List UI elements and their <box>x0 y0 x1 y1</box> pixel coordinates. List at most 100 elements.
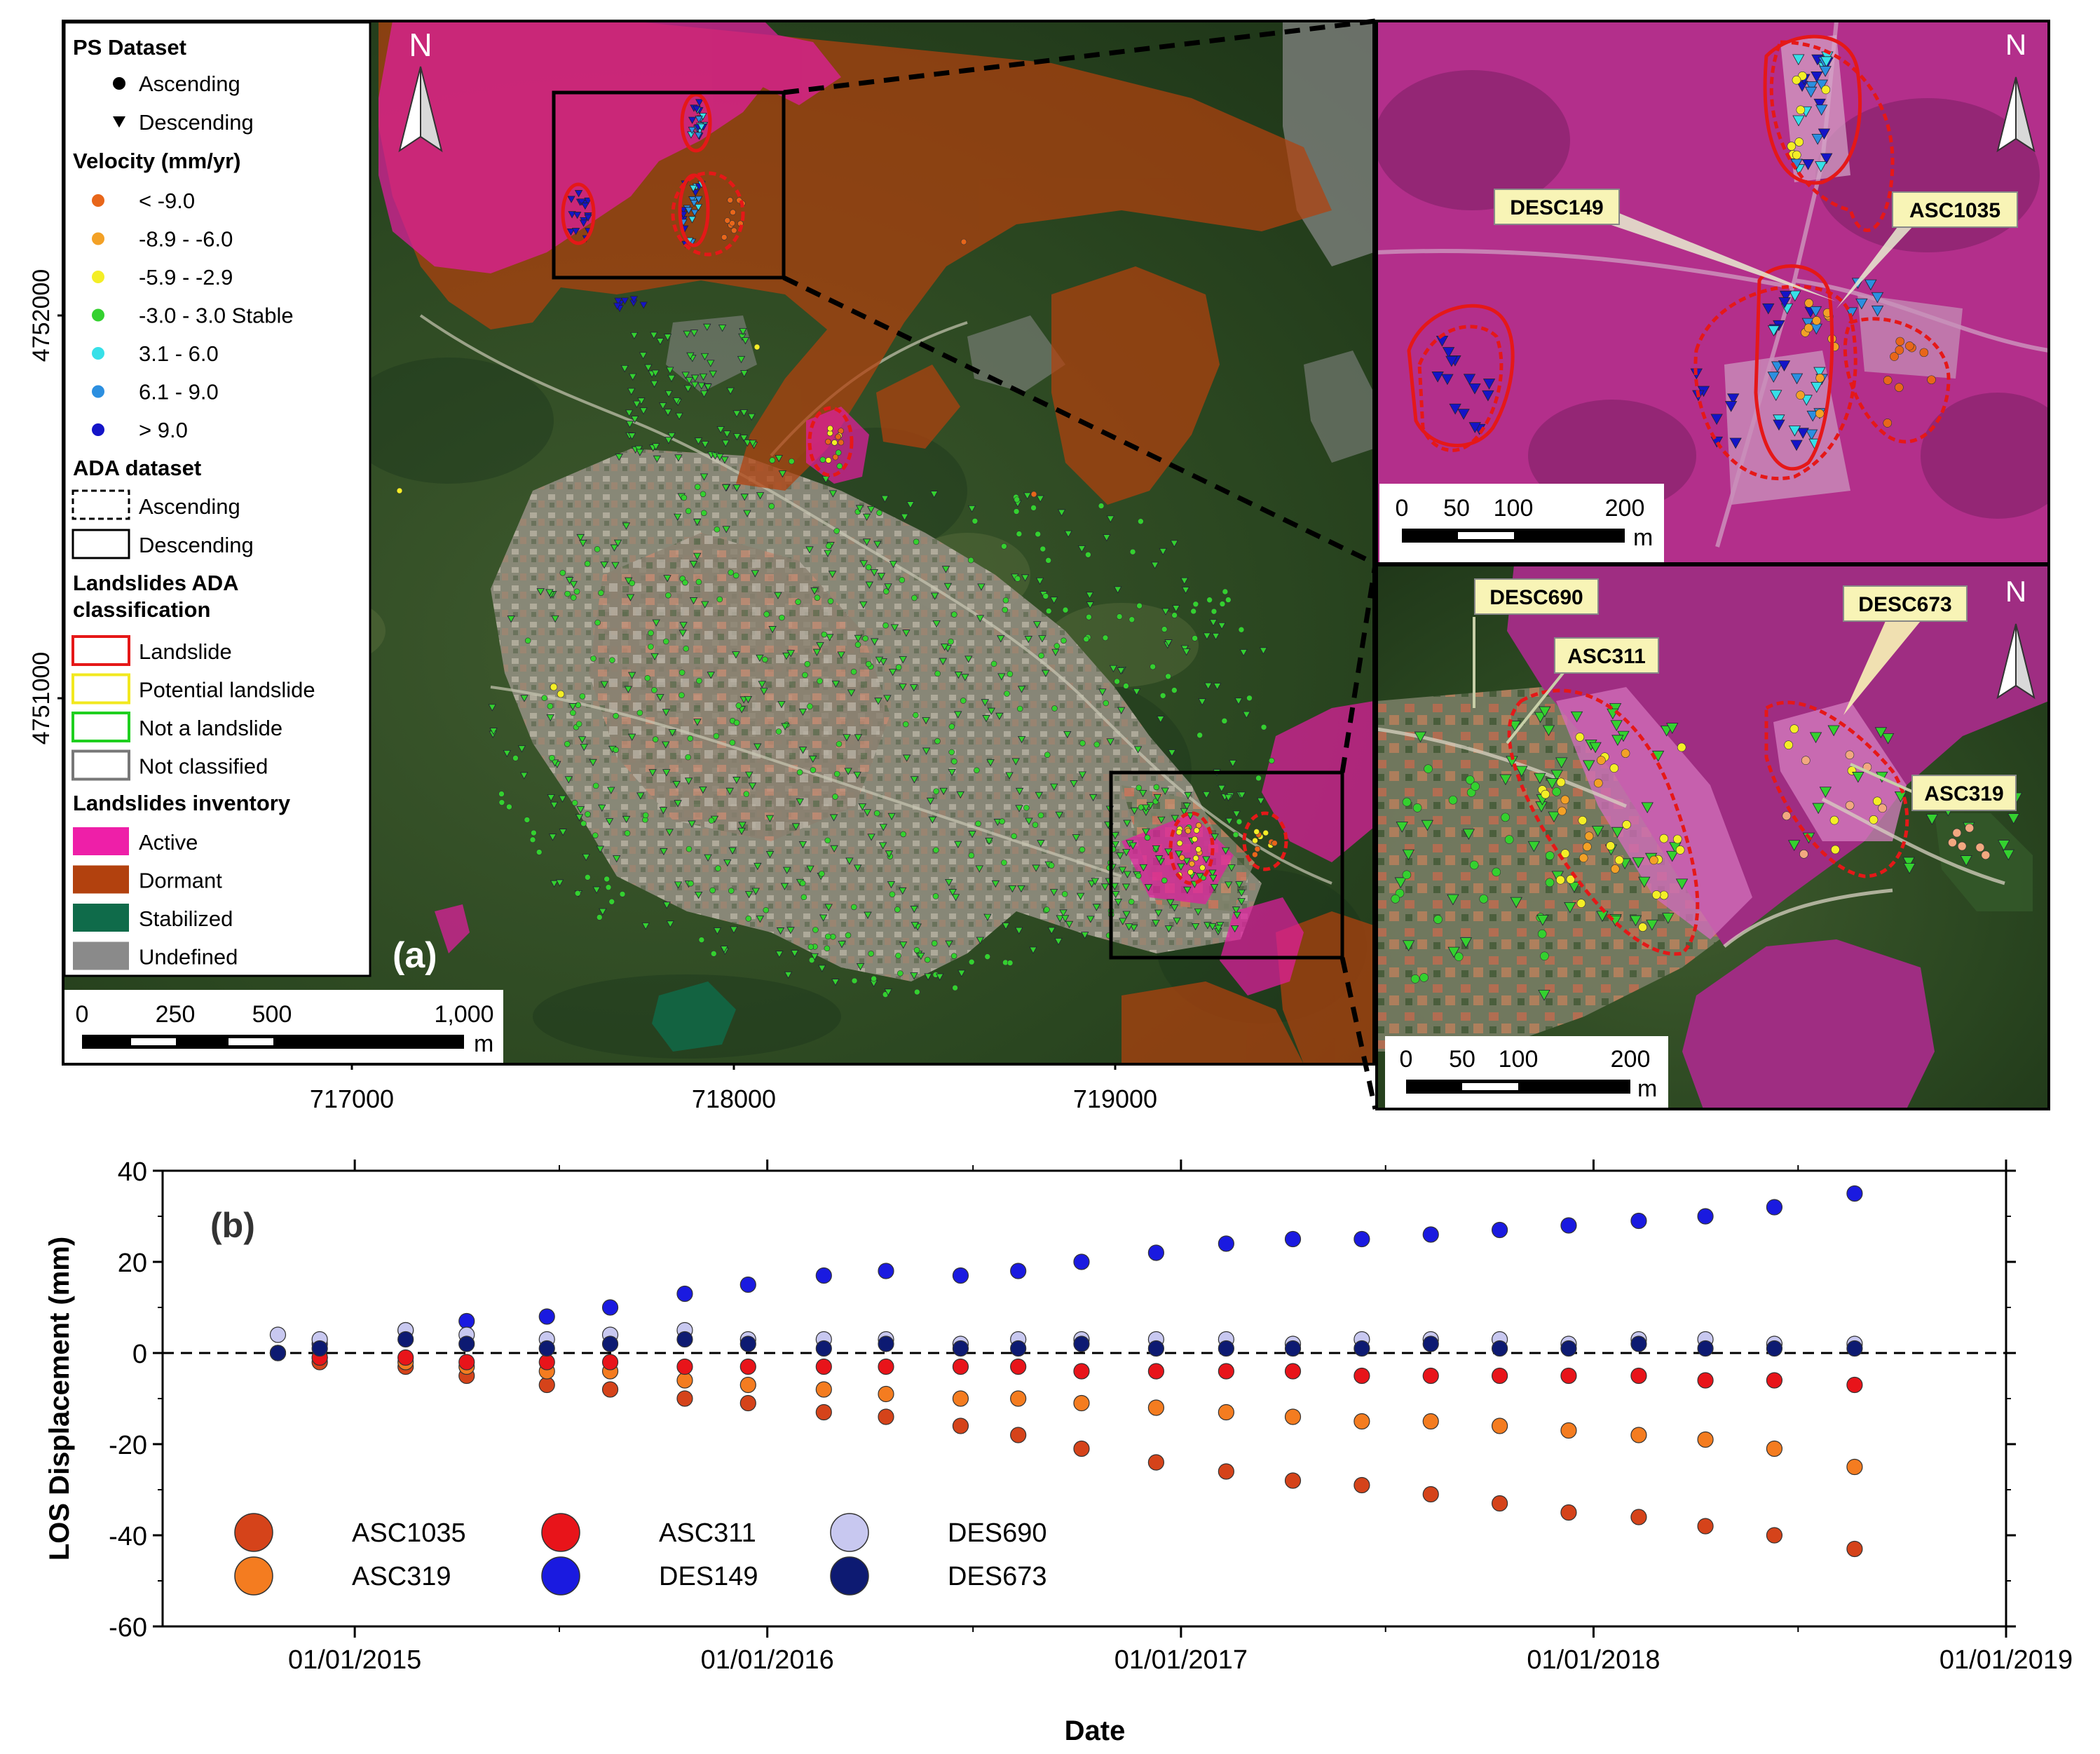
ps-point-descending <box>1106 738 1114 746</box>
ps-point-ascending <box>1102 634 1109 641</box>
data-point-DES149 <box>1630 1212 1647 1230</box>
ps-point-ascending <box>882 622 889 629</box>
ps-point-ascending <box>1878 803 1887 813</box>
ps-point-descending <box>739 435 749 442</box>
ps-point-ascending <box>762 656 768 663</box>
data-point-ASC1035 <box>538 1376 555 1394</box>
ps-point-descending <box>781 723 789 730</box>
ps-point-descending <box>1211 632 1220 641</box>
data-point-DES673 <box>1560 1340 1577 1357</box>
ps-point-ascending <box>826 543 832 550</box>
legend-marker-ASC319 <box>234 1556 273 1596</box>
ps-point-descending <box>707 672 715 679</box>
data-point-ASC319 <box>1766 1440 1783 1457</box>
ps-point-ascending <box>865 564 872 571</box>
ps-point-ascending <box>1927 375 1936 385</box>
ps-point-descending <box>709 370 717 379</box>
callout-asc1035: ASC1035 <box>1836 191 2018 308</box>
ps-point-descending <box>1103 534 1111 542</box>
ps-point-descending <box>977 583 986 591</box>
ps-point-ascending <box>1815 373 1825 383</box>
ps-point-descending <box>1211 834 1219 841</box>
ps-point-descending <box>630 332 639 340</box>
ps-point-descending <box>1050 783 1058 791</box>
ps-point-descending <box>2002 849 2015 861</box>
ps-point-descending <box>961 674 969 681</box>
ps-point-descending <box>693 552 702 560</box>
ps-point-descending <box>1242 711 1251 719</box>
ps-point-descending <box>939 787 948 796</box>
ps-point-descending <box>1049 889 1058 897</box>
ps-point-ascending <box>1402 870 1412 880</box>
ps-point-ascending <box>850 668 857 675</box>
ps-point-ascending <box>1014 576 1021 582</box>
ps-point-ascending <box>871 975 877 982</box>
ps-point-ascending <box>1566 874 1576 884</box>
ps-point-ascending <box>1412 803 1422 813</box>
data-point-DES149 <box>1010 1263 1027 1279</box>
ps-point-ascending <box>594 546 601 552</box>
ps-point-descending <box>652 619 660 627</box>
ps-point-descending <box>1182 857 1191 865</box>
legend-marker-DES673 <box>830 1556 869 1596</box>
ps-point-ascending <box>835 433 842 440</box>
ps-point-ascending <box>1895 346 1904 355</box>
ps-point-descending <box>1025 817 1033 825</box>
ps-point-ascending <box>1044 906 1050 913</box>
ps-point-descending <box>843 734 851 742</box>
ps-point-descending <box>1790 373 1804 385</box>
ps-point-descending <box>1051 648 1060 656</box>
ps-point-descending <box>910 776 919 784</box>
ps-point-ascending <box>700 510 707 517</box>
ps-point-descending <box>1232 810 1241 818</box>
ps-point-ascending <box>1895 336 1905 346</box>
svg-text:ASC1035: ASC1035 <box>1909 199 2000 222</box>
ps-point-descending <box>672 397 681 405</box>
ps-point-descending <box>1225 817 1234 825</box>
legend-ps-title: PS Dataset <box>73 35 186 60</box>
ps-point-descending <box>1064 530 1072 538</box>
ps-point-descending <box>862 513 871 522</box>
ps-point-descending <box>660 848 668 856</box>
ps-point-descending <box>1610 720 1623 731</box>
ps-point-descending <box>1779 290 1792 302</box>
ps-point-descending <box>741 337 750 345</box>
ps-point-descending <box>982 715 990 723</box>
ps-point-descending <box>1871 292 1884 304</box>
data-point-ASC311 <box>1073 1363 1090 1380</box>
ps-point-descending <box>765 815 775 822</box>
data-point-ASC311 <box>676 1358 693 1375</box>
ps-point-descending <box>611 562 620 569</box>
ps-point-descending <box>1809 732 1822 744</box>
ps-point-descending <box>694 437 703 445</box>
ps-point-descending <box>1133 746 1143 754</box>
y-tick-label: -60 <box>109 1613 147 1643</box>
ps-point-ascending <box>698 937 705 943</box>
ps-point-ascending <box>1189 860 1195 867</box>
ps-point-ascending <box>851 977 858 984</box>
ps-point-descending <box>1114 586 1122 594</box>
ps-point-descending <box>991 880 1000 888</box>
ps-point-ascending <box>899 577 906 583</box>
ps-point-ascending <box>1672 834 1682 844</box>
ps-point-descending <box>689 184 697 193</box>
ps-point-ascending <box>1185 827 1192 834</box>
ps-point-descending <box>1447 894 1459 906</box>
zoom-box-north <box>552 90 786 280</box>
ps-point-descending <box>749 440 757 447</box>
ps-point-descending <box>1191 923 1200 931</box>
ps-point-ascending <box>833 528 840 534</box>
ps-point-descending <box>1767 372 1780 383</box>
ps-point-ascending <box>835 449 842 456</box>
ps-point-descending <box>723 859 732 867</box>
ps-point-ascending <box>850 904 857 911</box>
legend-ada-title: ADA dataset <box>73 456 201 480</box>
ps-point-descending <box>1845 307 1858 319</box>
ps-point-descending <box>693 105 701 113</box>
ps-point-descending <box>607 787 615 794</box>
data-point-ASC319 <box>1846 1458 1863 1476</box>
ps-point-descending <box>791 950 799 958</box>
ps-point-descending <box>688 216 697 224</box>
ps-point-ascending <box>1804 323 1813 333</box>
svg-text:m: m <box>1637 1075 1657 1102</box>
